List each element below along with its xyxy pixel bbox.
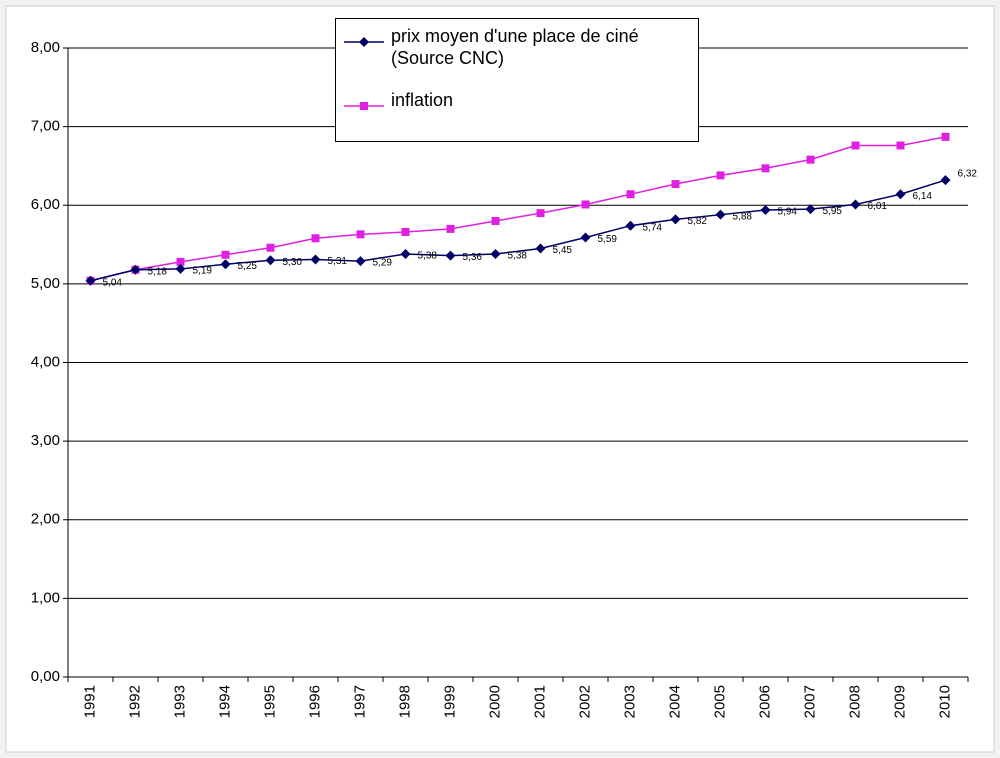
marker: [176, 257, 185, 266]
marker: [401, 227, 410, 236]
data-label: 5,29: [373, 258, 393, 269]
marker: [266, 243, 275, 252]
x-tick-label: 1995: [261, 685, 278, 718]
marker: [310, 254, 321, 265]
marker: [175, 263, 186, 274]
x-tick-label: 1998: [396, 685, 413, 718]
marker: [895, 189, 906, 200]
data-label: 5,30: [283, 257, 303, 268]
marker: [851, 141, 860, 150]
legend: prix moyen d'une place de ciné (Source C…: [335, 18, 699, 142]
marker: [220, 259, 231, 270]
marker: [761, 164, 770, 173]
marker: [446, 224, 455, 233]
x-tick-label: 2001: [531, 685, 548, 718]
y-tick-label: 3,00: [31, 432, 60, 449]
data-label: 5,38: [418, 251, 438, 262]
x-tick-label: 2009: [891, 685, 908, 718]
legend-key: [344, 95, 384, 110]
legend-label: inflation: [391, 90, 454, 110]
data-label: 5,38: [508, 251, 528, 262]
x-tick-label: 1999: [441, 685, 458, 718]
x-tick-label: 1992: [126, 685, 143, 718]
x-tick-label: 1991: [81, 685, 98, 718]
marker: [535, 243, 546, 254]
marker: [311, 234, 320, 243]
marker: [760, 204, 771, 215]
x-tick-label: 1996: [306, 685, 323, 718]
legend-label: prix moyen d'une place de ciné (Source C…: [391, 26, 639, 68]
x-tick-label: 1993: [171, 685, 188, 718]
marker: [490, 248, 501, 259]
x-tick-label: 2000: [486, 685, 503, 718]
series-line: [90, 136, 946, 282]
marker: [356, 230, 365, 239]
legend-key: [344, 31, 384, 47]
x-tick-label: 1994: [216, 685, 233, 718]
data-label: 5,95: [823, 206, 843, 217]
marker: [265, 255, 276, 266]
marker: [625, 220, 636, 231]
data-label: 6,32: [958, 169, 978, 180]
marker: [491, 216, 500, 225]
y-tick-label: 4,00: [31, 353, 60, 370]
series-line: [90, 179, 946, 282]
data-label: 5,25: [238, 261, 258, 272]
y-tick-label: 5,00: [31, 275, 60, 292]
marker: [445, 250, 456, 261]
marker: [896, 141, 905, 150]
marker: [716, 171, 725, 180]
data-label: 5,45: [553, 245, 573, 256]
x-tick-label: 2006: [756, 685, 773, 718]
marker: [940, 175, 951, 186]
y-tick-label: 7,00: [31, 118, 60, 135]
marker: [536, 209, 545, 218]
y-tick-label: 6,00: [31, 196, 60, 213]
data-label: 5,82: [688, 216, 708, 227]
data-label: 5,59: [598, 234, 618, 245]
data-label: 5,31: [328, 256, 348, 267]
x-tick-label: 2004: [666, 685, 683, 718]
marker: [580, 232, 591, 243]
marker: [805, 204, 816, 215]
marker: [400, 248, 411, 259]
marker: [850, 199, 861, 210]
data-label: 5,04: [103, 277, 123, 288]
x-tick-label: 1997: [351, 685, 368, 718]
marker: [626, 190, 635, 199]
data-label: 5,36: [463, 252, 483, 263]
data-label: 6,01: [868, 201, 888, 212]
x-tick-label: 2008: [846, 685, 863, 718]
marker: [941, 132, 950, 141]
data-label: 5,88: [733, 211, 753, 222]
y-tick-label: 2,00: [31, 511, 60, 528]
x-tick-label: 2003: [621, 685, 638, 718]
marker: [355, 256, 366, 267]
x-tick-label: 2007: [801, 685, 818, 718]
marker: [221, 250, 230, 259]
x-tick-label: 2005: [711, 685, 728, 718]
marker: [806, 155, 815, 164]
x-tick-label: 2002: [576, 685, 593, 718]
marker: [130, 264, 141, 275]
marker: [85, 275, 96, 286]
data-label: 5,19: [193, 266, 213, 277]
data-label: 5,94: [778, 207, 798, 218]
x-tick-label: 2010: [936, 685, 953, 718]
data-label: 5,74: [643, 222, 663, 233]
y-tick-label: 1,00: [31, 589, 60, 606]
data-label: 5,18: [148, 266, 168, 277]
marker: [715, 209, 726, 220]
marker: [581, 200, 590, 209]
data-label: 6,14: [913, 191, 933, 202]
marker: [671, 180, 680, 189]
y-tick-label: 0,00: [31, 668, 60, 685]
y-tick-label: 8,00: [31, 39, 60, 56]
marker: [670, 214, 681, 225]
